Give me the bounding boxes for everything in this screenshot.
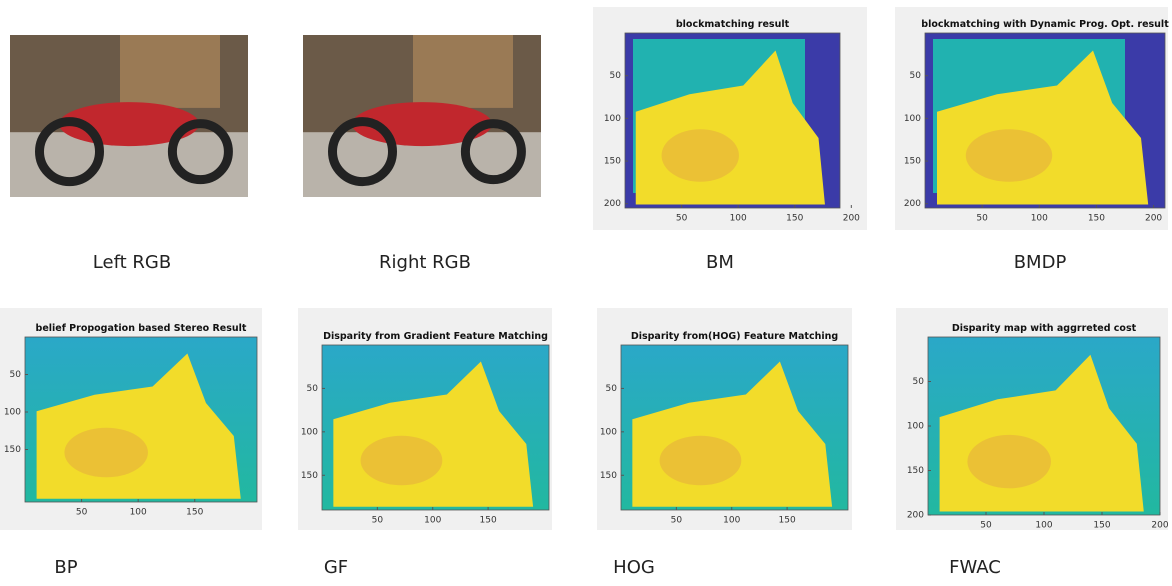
photo [10, 35, 248, 197]
plot: blockmatching result 50 100 150 200 50 100 150 2… [593, 7, 867, 230]
plot-title: Disparity from(HOG) Feature Matching [631, 331, 838, 342]
x-tick-label: 50 [980, 521, 992, 531]
y-tick-label: 50 [606, 384, 618, 394]
y-tick-label: 100 [904, 114, 921, 124]
disparity-mid [64, 428, 148, 478]
y-tick-label: 150 [907, 466, 924, 476]
x-tick-label: 100 [1031, 214, 1048, 224]
shelves [120, 35, 220, 108]
x-tick-label: 50 [676, 214, 688, 224]
x-tick-label: 100 [1035, 521, 1052, 531]
shelves [413, 35, 513, 108]
x-tick-label: 150 [480, 516, 497, 526]
y-tick-label: 150 [301, 471, 318, 481]
x-tick-label: 150 [1088, 214, 1105, 224]
plot: Disparity from(HOG) Feature Matching 50 10… [597, 308, 852, 530]
y-tick-label: 150 [4, 445, 21, 455]
plot: belief Propogation based Stereo Result 50… [0, 308, 262, 530]
plot: Disparity from Gradient Feature Matching… [298, 308, 552, 530]
plot-title: Disparity map with aggrreted cost [952, 323, 1137, 334]
x-tick-label: 50 [372, 516, 384, 526]
x-tick-label: 150 [779, 516, 796, 526]
y-tick-label: 50 [910, 71, 922, 81]
y-tick-label: 50 [610, 71, 622, 81]
x-tick-label: 100 [424, 516, 441, 526]
plot-title: blockmatching result [676, 19, 790, 30]
y-tick-label: 200 [604, 199, 621, 209]
x-tick-label: 100 [730, 214, 747, 224]
disparity-mid [361, 436, 443, 486]
x-tick-label: 50 [76, 508, 88, 518]
plot: blockmatching with Dynamic Prog. Opt. re… [895, 7, 1169, 230]
y-tick-label: 50 [913, 377, 925, 387]
plot-title: blockmatching with Dynamic Prog. Opt. re… [921, 19, 1169, 30]
x-tick-label: 50 [671, 516, 683, 526]
x-tick-label: 100 [723, 516, 740, 526]
caption: HOG [613, 557, 655, 578]
x-tick-label: 200 [1151, 521, 1168, 531]
photo [303, 35, 541, 197]
disparity-mid [966, 129, 1052, 182]
plot: Disparity map with aggrreted cost 50 100 15… [896, 308, 1169, 531]
y-tick-label: 100 [907, 422, 924, 432]
y-tick-label: 150 [904, 157, 921, 167]
x-tick-label: 150 [786, 214, 803, 224]
caption: BP [54, 557, 77, 578]
y-tick-label: 50 [10, 370, 22, 380]
figure: Left RGB Right RGB BM blockmatching result 5… [0, 0, 1172, 586]
x-tick-label: 200 [1145, 214, 1162, 224]
disparity-mid [660, 436, 742, 486]
plot-title: belief Propogation based Stereo Result [36, 323, 247, 334]
y-tick-label: 150 [604, 157, 621, 167]
y-tick-label: 100 [600, 427, 617, 437]
plot-title: Disparity from Gradient Feature Matching [323, 331, 548, 342]
caption: BMDP [1014, 252, 1067, 273]
caption: BM [706, 252, 734, 273]
x-tick-label: 100 [130, 508, 147, 518]
y-tick-label: 50 [307, 384, 319, 394]
caption: GF [324, 557, 348, 578]
y-tick-label: 200 [907, 511, 924, 521]
y-tick-label: 100 [301, 427, 318, 437]
caption: Right RGB [379, 252, 471, 273]
y-tick-label: 100 [604, 114, 621, 124]
caption: Left RGB [93, 252, 171, 273]
disparity-mid [967, 435, 1051, 488]
x-tick-label: 150 [1093, 521, 1110, 531]
y-tick-label: 200 [904, 199, 921, 209]
x-tick-label: 150 [186, 508, 203, 518]
x-tick-label: 200 [843, 214, 860, 224]
y-tick-label: 100 [4, 408, 21, 418]
disparity-mid [662, 129, 739, 182]
y-tick-label: 150 [600, 471, 617, 481]
caption: FWAC [949, 557, 1001, 578]
x-tick-label: 50 [976, 214, 988, 224]
